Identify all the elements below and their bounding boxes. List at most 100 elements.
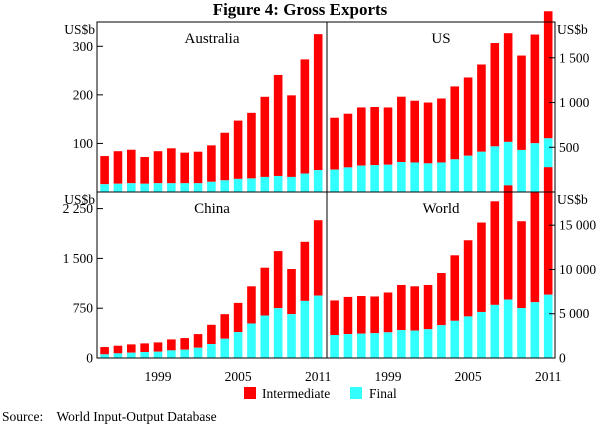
bar-final-us-2001	[410, 162, 419, 192]
bar-final-australia-2010	[300, 173, 310, 192]
bar-intermediate-china-1996	[113, 345, 123, 354]
bar-final-world-1995	[330, 334, 339, 358]
bar-intermediate-china-2001	[180, 338, 189, 350]
panel-title-china: China	[194, 201, 230, 217]
bar-final-china-2005	[233, 332, 243, 358]
bar-intermediate-china-1997	[127, 344, 136, 353]
y-tick-label-australia-200: 200	[73, 87, 94, 102]
bar-intermediate-china-2005	[233, 302, 243, 333]
bar-intermediate-australia-1998	[140, 157, 149, 184]
outer-frame	[96, 21, 556, 359]
bar-final-world-2009	[517, 307, 526, 358]
bar-final-china-2007	[260, 315, 270, 358]
bar-intermediate-china-1998	[140, 343, 149, 353]
bar-final-australia-2006	[247, 178, 256, 192]
bar-intermediate-us-2006	[477, 64, 486, 152]
bar-intermediate-us-2002	[423, 102, 433, 164]
bar-final-world-1999	[383, 332, 393, 358]
bar-intermediate-world-2002	[423, 284, 433, 330]
bar-final-china-2002	[193, 347, 203, 358]
bar-final-australia-2004	[220, 180, 230, 192]
y-tick-label-china-2250: 2 250	[63, 201, 94, 216]
bar-final-us-2004	[450, 159, 460, 192]
bar-final-us-2005	[463, 155, 473, 192]
bar-final-world-1997	[357, 333, 366, 358]
bar-intermediate-china-2002	[193, 334, 203, 348]
bar-intermediate-australia-1996	[113, 151, 123, 184]
unit-label-us: US$b	[557, 22, 588, 37]
bar-final-china-1995	[100, 354, 109, 358]
bar-intermediate-china-2011	[313, 220, 323, 296]
bar-final-us-2011	[543, 138, 553, 192]
x-tick-label-left-2011: 2011	[305, 369, 332, 384]
y-tick-label-world-10000: 10 000	[559, 262, 596, 277]
bar-intermediate-china-2008	[273, 251, 283, 309]
bar-intermediate-australia-1999	[153, 151, 163, 184]
bar-intermediate-us-2009	[517, 55, 526, 150]
bar-final-china-2000	[167, 350, 176, 358]
bar-intermediate-us-2004	[450, 86, 460, 160]
x-tick-label-left-1999: 1999	[145, 369, 172, 384]
bar-intermediate-australia-2001	[180, 152, 189, 184]
bar-final-us-1997	[357, 165, 366, 192]
bar-intermediate-australia-2004	[220, 132, 230, 181]
bar-intermediate-world-2008	[503, 185, 513, 300]
bar-final-world-2008	[503, 299, 513, 358]
bar-final-australia-2007	[260, 176, 270, 192]
bar-final-china-2001	[180, 349, 189, 358]
bar-intermediate-us-2003	[437, 98, 446, 163]
bar-final-us-2003	[437, 162, 446, 192]
bar-intermediate-world-2004	[450, 255, 460, 321]
bar-final-australia-1998	[140, 183, 149, 192]
bar-intermediate-australia-2011	[313, 34, 323, 171]
unit-label-australia: US$b	[64, 22, 95, 37]
bar-final-world-2007	[490, 304, 500, 358]
source-text: World Input-Output Database	[56, 409, 217, 424]
bar-final-china-2011	[313, 295, 323, 358]
bar-intermediate-us-2000	[397, 96, 406, 163]
bar-intermediate-australia-2006	[247, 112, 256, 179]
bar-intermediate-us-2008	[503, 33, 513, 142]
panel-australia: 100 200 300 US$b Australia	[64, 22, 323, 192]
panel-title-world: World	[422, 201, 460, 217]
bar-intermediate-china-2000	[167, 339, 176, 351]
bar-intermediate-us-1998	[370, 107, 379, 166]
bar-final-world-2004	[450, 320, 460, 358]
bar-intermediate-world-1995	[330, 300, 339, 335]
bar-final-china-1998	[140, 352, 149, 358]
bar-intermediate-us-1996	[343, 113, 353, 168]
bar-final-us-2007	[490, 146, 500, 192]
panel-us: 500 1 000 1 500 US$b US	[330, 11, 590, 192]
legend-swatch-final	[350, 387, 362, 399]
bar-intermediate-world-2005	[463, 240, 473, 317]
bar-intermediate-australia-1997	[127, 149, 136, 184]
y-tick-label-australia-100: 100	[73, 136, 94, 151]
panel-world: 0 5 000 10 000 15 000 US$b World	[330, 167, 596, 366]
y-tick-label-australia-300: 300	[73, 39, 94, 54]
bar-intermediate-australia-2003	[207, 145, 216, 182]
chart-frame	[96, 21, 556, 359]
bar-intermediate-world-2010	[530, 192, 540, 303]
bar-intermediate-world-1998	[370, 296, 379, 334]
bar-final-china-2009	[287, 314, 296, 358]
bar-final-australia-2005	[233, 178, 243, 192]
bar-final-us-2008	[503, 141, 513, 192]
bar-intermediate-australia-2000	[167, 148, 176, 184]
x-tick-label-right-1999: 1999	[375, 369, 402, 384]
bar-intermediate-australia-2008	[273, 74, 283, 176]
bar-final-us-2000	[397, 162, 406, 192]
bar-intermediate-australia-2007	[260, 96, 270, 177]
bar-final-world-1998	[370, 333, 379, 358]
bar-intermediate-world-1996	[343, 296, 353, 335]
bar-intermediate-china-2009	[287, 269, 296, 315]
bar-intermediate-us-2001	[410, 100, 419, 163]
bar-final-us-2010	[530, 143, 540, 192]
bar-final-australia-1999	[153, 183, 163, 192]
bar-final-us-1999	[383, 164, 393, 192]
bar-intermediate-australia-2005	[233, 120, 243, 179]
bar-final-us-1996	[343, 167, 353, 192]
bar-intermediate-us-1997	[357, 107, 366, 166]
bar-intermediate-world-2007	[490, 201, 500, 305]
figure-title: Figure 4: Gross Exports	[212, 0, 388, 19]
